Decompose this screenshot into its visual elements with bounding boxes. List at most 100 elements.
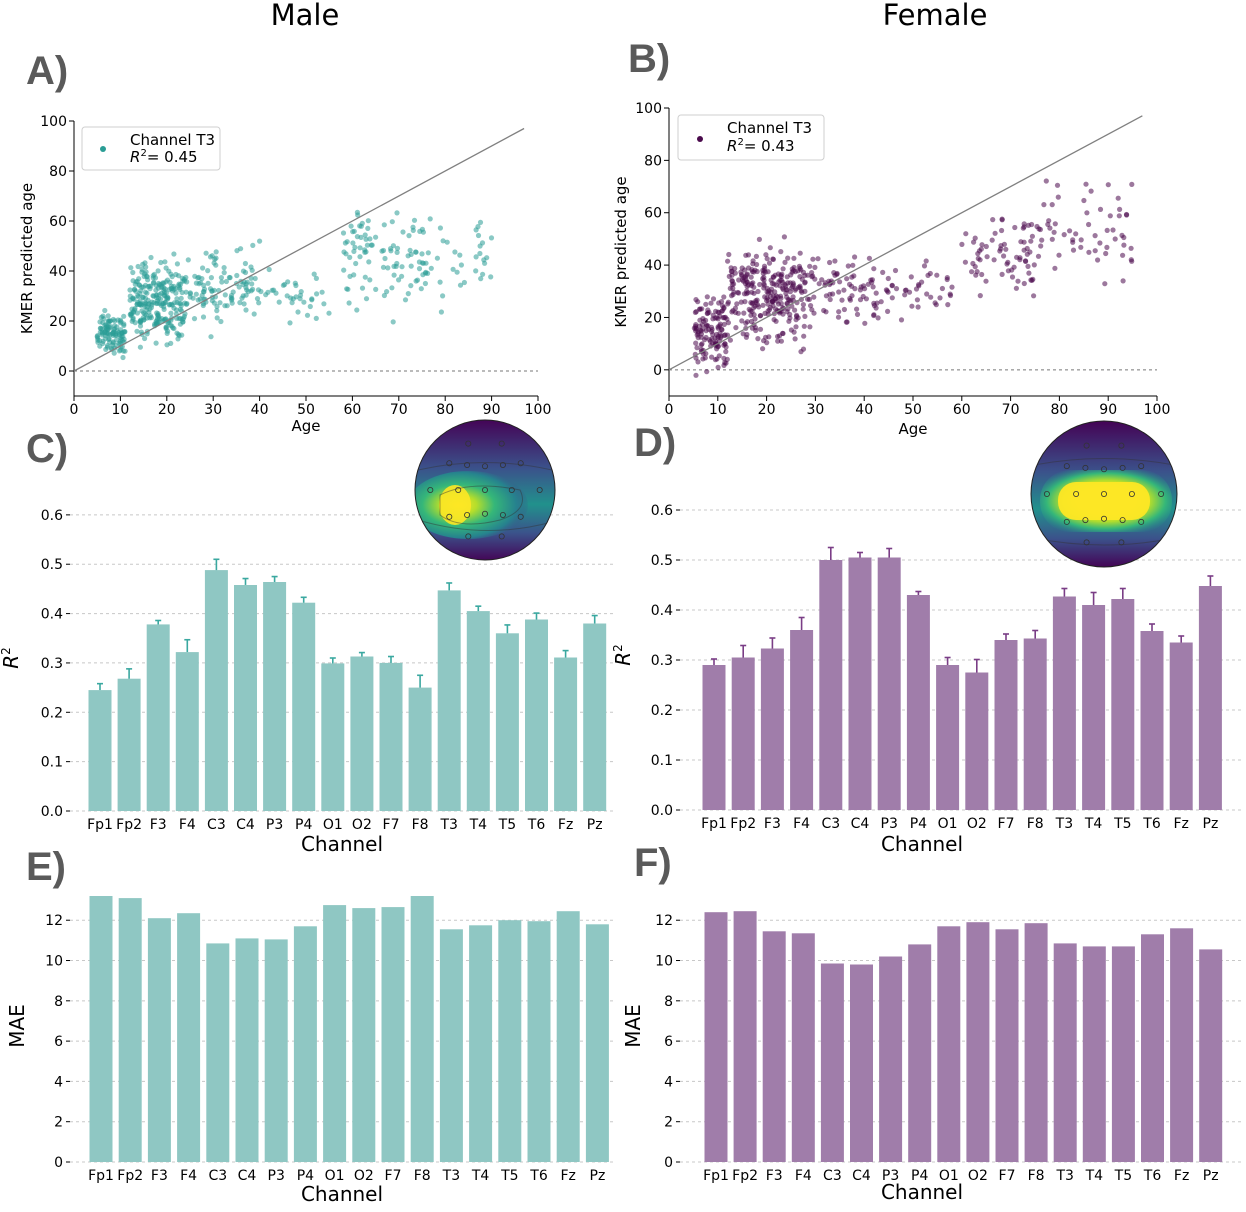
y-tick-label: 0 xyxy=(58,364,67,380)
data-point xyxy=(187,291,193,297)
data-point xyxy=(1123,211,1130,218)
y-tick-label: 10 xyxy=(655,954,673,970)
data-point xyxy=(416,266,423,272)
data-point xyxy=(998,243,1004,249)
x-tick-label: T6 xyxy=(529,1168,548,1184)
data-point xyxy=(720,315,726,321)
y-tick-label: 20 xyxy=(49,314,67,330)
data-point xyxy=(191,316,198,322)
data-point xyxy=(167,279,173,285)
data-point xyxy=(805,272,811,278)
bar xyxy=(937,926,961,1162)
y-tick-label: 100 xyxy=(40,114,67,130)
data-point xyxy=(1052,221,1058,227)
data-point xyxy=(385,265,391,271)
data-point xyxy=(763,334,769,340)
data-point xyxy=(800,306,806,312)
bar xyxy=(966,922,990,1162)
sensor-marker xyxy=(1043,490,1050,497)
bar xyxy=(1082,946,1106,1162)
data-point xyxy=(400,229,406,235)
data-point xyxy=(866,255,873,261)
bar xyxy=(733,911,757,1162)
data-point xyxy=(756,236,763,242)
data-point xyxy=(178,303,184,309)
data-point xyxy=(131,309,137,315)
y-tick-label: 40 xyxy=(644,258,662,274)
x-tick-label: C4 xyxy=(238,1168,257,1184)
column-title-female: Female xyxy=(883,0,988,32)
data-point xyxy=(761,281,767,287)
data-point xyxy=(695,331,701,337)
bar xyxy=(908,944,932,1162)
data-point xyxy=(844,319,850,325)
data-point xyxy=(770,256,776,262)
data-point xyxy=(757,313,764,319)
x-axis-label: Channel xyxy=(301,1182,383,1206)
data-point xyxy=(141,310,147,316)
bar xyxy=(323,905,347,1162)
data-point xyxy=(925,272,931,278)
data-point xyxy=(914,297,921,303)
data-point xyxy=(893,286,900,292)
data-point xyxy=(173,271,179,278)
data-point xyxy=(364,242,370,248)
data-point xyxy=(314,291,320,297)
data-point xyxy=(806,296,813,302)
x-axis-label: Age xyxy=(898,420,927,438)
data-point xyxy=(862,286,868,292)
x-tick-label: Fp1 xyxy=(703,1168,729,1184)
data-point xyxy=(908,274,914,280)
data-point xyxy=(770,299,776,305)
x-tick-label: 50 xyxy=(297,402,315,418)
bar xyxy=(88,690,112,811)
data-point xyxy=(722,341,728,347)
data-point xyxy=(1009,274,1016,280)
data-point xyxy=(127,297,133,303)
x-tick-label: Fp1 xyxy=(88,1168,114,1184)
data-point xyxy=(475,232,482,239)
data-point xyxy=(697,306,703,312)
y-tick-label: 2 xyxy=(54,1115,63,1131)
data-point xyxy=(256,300,262,306)
data-point xyxy=(810,273,816,279)
y-tick-label: 100 xyxy=(635,101,662,117)
x-tick-label: T3 xyxy=(1055,1168,1073,1184)
data-point xyxy=(921,263,928,269)
data-point xyxy=(365,218,371,224)
data-point xyxy=(173,307,180,313)
y-tick-label: 12 xyxy=(45,913,63,929)
data-point xyxy=(213,255,219,261)
bar xyxy=(1141,934,1164,1162)
data-point xyxy=(785,255,791,261)
data-point xyxy=(902,292,908,298)
data-point xyxy=(105,313,111,319)
data-point xyxy=(762,310,768,316)
data-point xyxy=(713,308,719,314)
y-tick-label: 0.2 xyxy=(651,703,673,719)
data-point xyxy=(924,291,930,297)
bar xyxy=(877,557,901,810)
data-point xyxy=(241,301,247,307)
y-axis-label-sup: 2 xyxy=(611,644,625,652)
data-point xyxy=(179,289,185,296)
bar xyxy=(995,929,1019,1162)
sensor-marker xyxy=(1063,463,1070,470)
data-point xyxy=(200,302,206,309)
data-point xyxy=(427,216,433,222)
data-point xyxy=(795,268,801,274)
data-point xyxy=(366,259,372,265)
y-axis-label-prefix: R xyxy=(0,655,23,669)
data-point xyxy=(234,272,240,279)
data-point xyxy=(793,286,799,292)
bar xyxy=(850,964,873,1162)
y-tick-label: 0.3 xyxy=(41,656,63,672)
y-axis-label: R2 xyxy=(611,644,635,666)
data-point xyxy=(116,340,122,346)
data-point xyxy=(945,302,951,308)
x-tick-label: F3 xyxy=(151,1168,168,1184)
bar xyxy=(146,624,170,811)
x-tick-label: Fz xyxy=(1174,1168,1189,1184)
data-point xyxy=(373,234,379,240)
y-tick-label: 40 xyxy=(49,264,67,280)
